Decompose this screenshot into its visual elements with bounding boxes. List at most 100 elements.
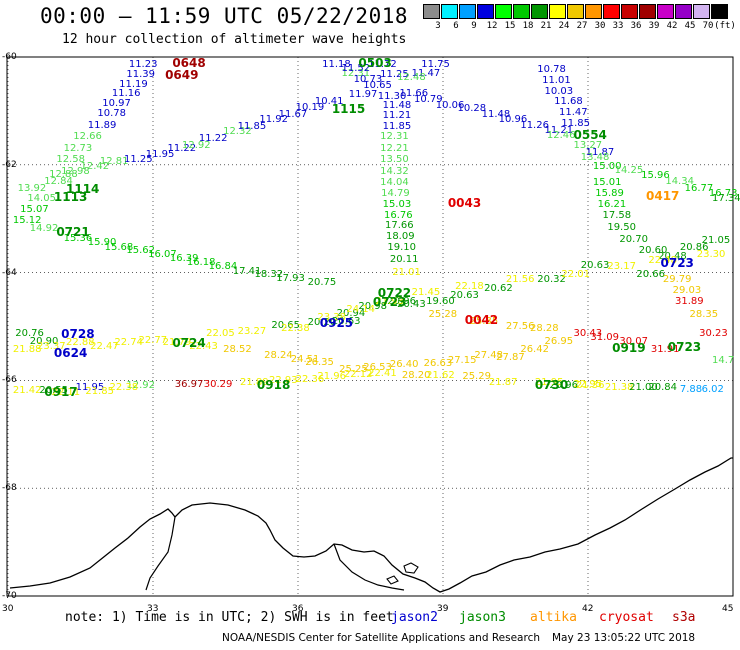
wave-height-label: 26.53: [363, 362, 392, 374]
wave-height-label: 11.95: [145, 148, 175, 160]
wave-height-label: 20.90: [29, 336, 59, 348]
wave-height-label: 11.19: [119, 79, 148, 91]
wave-height-label: 25.25: [339, 364, 368, 376]
legend-s3a: s3a: [672, 610, 696, 625]
wave-height-label: 10.96: [498, 114, 528, 126]
wave-height-label: 23.27: [237, 325, 267, 337]
wave-height-label: 11.30: [377, 91, 407, 103]
longitude-tick-label: 30: [2, 604, 14, 614]
wave-height-label: 25.28: [428, 309, 458, 321]
wave-height-label: 11.22: [167, 143, 197, 155]
wave-height-label: 20.75: [307, 276, 337, 288]
wave-height-label: 26.42: [520, 344, 549, 356]
pass-time-label: 0723: [667, 339, 702, 354]
wave-height-label: 20.63: [450, 290, 479, 302]
legend-swatch: [441, 4, 458, 19]
map-frame: [6, 56, 734, 597]
legend-swatch: [711, 4, 728, 19]
page-title: 00:00 – 11:59 UTC 05/22/2018: [40, 4, 409, 28]
wave-height-label: 21.93: [375, 295, 404, 307]
wave-height-label: 19.60: [426, 295, 455, 307]
graticule-grid: [7, 56, 734, 597]
wave-height-label: 11.68: [554, 96, 583, 108]
legend-bin-label: 42: [666, 21, 678, 31]
wave-height-label: 10.78: [537, 64, 566, 76]
latitude-tick-label: -70: [2, 591, 17, 601]
wave-height-label: 20.76: [15, 328, 44, 340]
footer-note: note: 1) Time is in UTC; 2) SWH is in fe…: [65, 610, 394, 625]
wave-height-label: 21.89: [240, 376, 269, 388]
pass-time-label: 0724: [172, 336, 206, 351]
legend-swatch: [495, 4, 512, 19]
latitude-tick-label: -62: [2, 159, 17, 170]
wave-height-label: 15.89: [595, 188, 624, 200]
wave-height-label: 12.58: [56, 154, 85, 166]
legend-bin-label: 18: [522, 21, 534, 31]
legend-bin-label: 33: [612, 21, 624, 31]
wave-height-label: 12.92: [182, 139, 211, 151]
wave-height-label: 11.18: [322, 58, 351, 70]
wave-height-label: 28.24: [264, 349, 293, 361]
pass-time-label: 0722: [377, 285, 412, 300]
wave-height-label: 22.05: [206, 328, 235, 340]
wave-height-label: 16.07: [148, 248, 177, 260]
wave-height-label: 16.18: [186, 256, 216, 268]
wave-height-label: 23.38: [317, 312, 346, 324]
latitude-tick-label: -66: [2, 375, 17, 386]
pass-time-label: 0554: [573, 127, 607, 142]
coast-peninsula: [333, 543, 405, 591]
wave-height-label: 14.92: [29, 223, 59, 235]
wave-height-label: 23.30: [696, 248, 726, 260]
wave-height-label: 12.88: [49, 169, 78, 181]
wave-height-label: 20.84: [648, 382, 678, 394]
wave-height-label: 25.35: [469, 315, 499, 327]
wave-height-label: 26.35: [305, 356, 334, 368]
wave-height-label: 21.01: [392, 267, 421, 279]
wave-height-label: 16.73: [708, 188, 738, 200]
wave-height-label: 15.68: [104, 241, 134, 253]
wave-height-label: 21.87: [488, 376, 518, 388]
credit-line: NOAA/NESDIS Center for Satellite Applica…: [222, 632, 540, 644]
wave-height-label: 11.25: [380, 69, 409, 81]
pass-time-label: 0918: [256, 378, 291, 393]
pass-time-label: 1114: [66, 181, 100, 196]
wave-height-label: 15.90: [87, 236, 117, 248]
wave-height-label: 11.25: [124, 154, 153, 166]
wave-height-label: 10.97: [102, 98, 131, 110]
wave-height-label: 22.93: [269, 375, 298, 387]
wave-height-label: 17.66: [385, 220, 414, 232]
wave-height-label: 16.21: [597, 198, 627, 210]
legend-swatch: [549, 4, 566, 19]
wave-height-label: 14.25: [614, 164, 644, 176]
wave-height-label: 20.96: [387, 295, 417, 307]
wave-height-label: 20.63: [580, 259, 610, 271]
legend-swatch: [621, 4, 638, 19]
longitude-tick-label: 42: [582, 604, 594, 614]
legend-bin-label: 21: [540, 21, 552, 31]
wave-height-label: 22.38: [109, 382, 139, 394]
wave-height-label: 13.50: [380, 154, 409, 166]
wave-height-label: 12.31: [341, 67, 371, 79]
pass-time-label: 0503: [358, 56, 392, 71]
wave-height-label: 21.95: [534, 376, 564, 388]
legend-swatch: [585, 4, 602, 19]
wave-height-label: 10.41: [314, 96, 344, 108]
wave-height-label: 15.96: [641, 170, 670, 182]
wave-height-label: 22.74: [114, 337, 143, 349]
longitude-tick-label: 36: [292, 604, 304, 614]
coast-island: [403, 562, 419, 574]
wave-height-label: 21.56: [505, 274, 535, 286]
wave-height-label: 22.36: [295, 374, 325, 385]
wave-height-label: 11.92: [259, 114, 288, 126]
wave-height-label: 19.10: [387, 241, 417, 253]
legend-jason3: jason3: [459, 610, 506, 625]
wave-height-label: 28.52: [223, 344, 252, 356]
wave-height-label: 20.70: [619, 233, 649, 245]
legend-altika: altika: [530, 610, 577, 625]
wave-height-label: 11.47: [411, 67, 441, 79]
wave-height-label: 22.43: [189, 340, 218, 352]
pass-time-label: 0730: [534, 378, 569, 393]
wave-height-label: 14.05: [27, 193, 56, 205]
wave-height-label: 10.28: [457, 103, 487, 115]
pass-time-label: 0925: [319, 316, 354, 331]
